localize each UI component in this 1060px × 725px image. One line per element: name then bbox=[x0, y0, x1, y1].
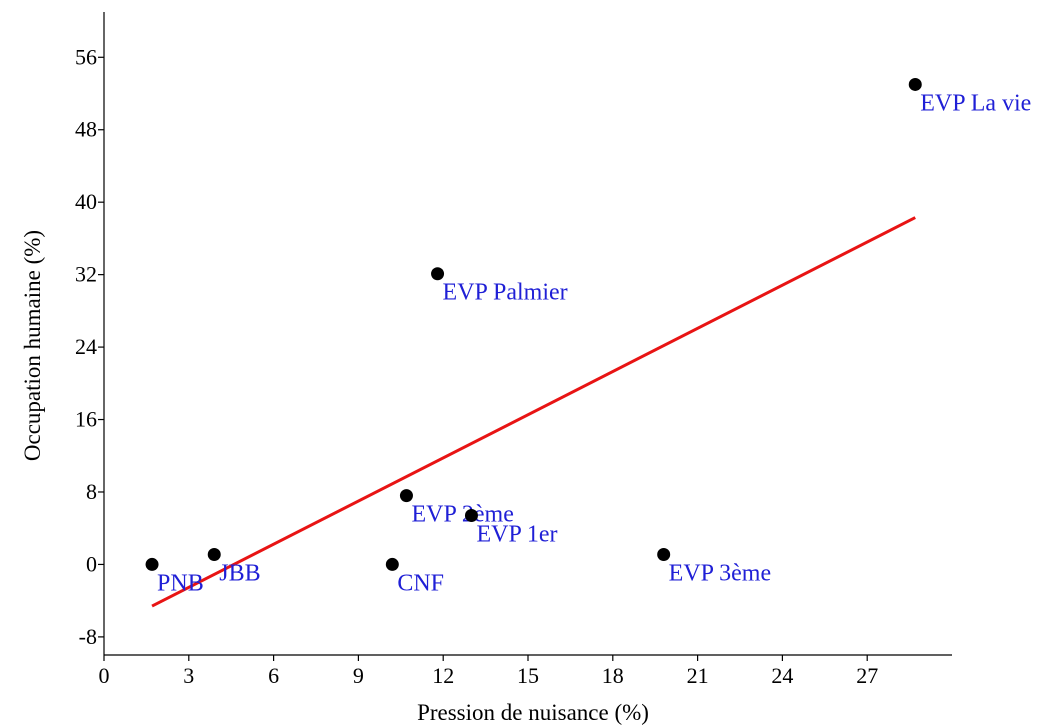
y-tick-label: 32 bbox=[75, 262, 97, 287]
point-label: EVP La vie bbox=[920, 90, 1031, 116]
data-point bbox=[145, 557, 159, 571]
point-label: EVP Palmier bbox=[443, 280, 568, 306]
trendline bbox=[151, 216, 916, 608]
data-point bbox=[431, 267, 445, 281]
point-label: PNB bbox=[157, 570, 204, 596]
data-point bbox=[385, 557, 399, 571]
trendline-layer bbox=[151, 216, 916, 608]
point-label: EVP 2ème bbox=[411, 502, 513, 528]
x-tick-label: 27 bbox=[856, 663, 878, 688]
x-tick-label: 21 bbox=[687, 663, 709, 688]
x-tick-label: 24 bbox=[771, 663, 793, 688]
point-label: CNF bbox=[397, 570, 444, 596]
y-tick-label: 0 bbox=[86, 551, 97, 576]
y-tick-label: 56 bbox=[75, 44, 97, 69]
data-point bbox=[908, 77, 922, 91]
y-axis-title: Occupation humaine (%) bbox=[20, 230, 45, 461]
point-label: JBB bbox=[219, 560, 260, 586]
y-tick-label: -8 bbox=[79, 624, 97, 649]
x-axis-title: Pression de nuisance (%) bbox=[417, 700, 649, 725]
x-tick-label: 3 bbox=[183, 663, 194, 688]
data-point bbox=[207, 547, 221, 561]
x-tick-label: 18 bbox=[602, 663, 624, 688]
x-tick-label: 9 bbox=[353, 663, 364, 688]
x-tick-label: 15 bbox=[517, 663, 539, 688]
y-tick-label: 24 bbox=[75, 334, 97, 359]
data-point bbox=[399, 489, 413, 503]
data-point bbox=[657, 547, 671, 561]
y-tick-label: 16 bbox=[75, 407, 97, 432]
y-tick-label: 40 bbox=[75, 189, 97, 214]
point-label: EVP 3ème bbox=[669, 560, 771, 586]
x-tick-label: 6 bbox=[268, 663, 279, 688]
x-tick-label: 0 bbox=[99, 663, 110, 688]
point-label: EVP 1er bbox=[476, 522, 557, 548]
y-tick-label: 48 bbox=[75, 117, 97, 142]
x-tick-label: 12 bbox=[432, 663, 454, 688]
data-point bbox=[464, 509, 478, 523]
y-tick-label: 8 bbox=[86, 479, 97, 504]
